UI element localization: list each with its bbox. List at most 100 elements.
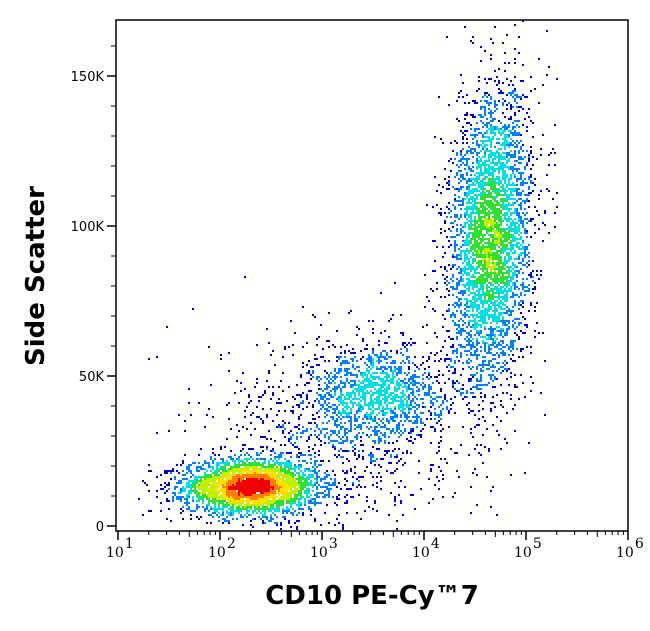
event-dot — [446, 354, 448, 356]
event-dot — [510, 242, 512, 244]
event-dot — [488, 102, 490, 104]
event-dot — [476, 244, 478, 246]
event-dot — [404, 408, 406, 410]
event-dot — [312, 466, 314, 468]
event-dot — [466, 94, 468, 96]
event-dot — [554, 164, 556, 166]
event-dot — [182, 462, 184, 464]
event-dot — [388, 380, 390, 382]
event-dot — [268, 474, 270, 476]
event-dot — [352, 380, 354, 382]
event-dot — [350, 384, 352, 386]
event-dot — [490, 182, 492, 184]
event-dot — [518, 204, 520, 206]
event-dot — [246, 504, 248, 506]
event-dot — [452, 280, 454, 282]
event-dot — [488, 140, 490, 142]
event-dot — [282, 492, 284, 494]
event-dot — [302, 496, 304, 498]
event-dot — [384, 380, 386, 382]
event-dot — [472, 246, 474, 248]
event-dot — [472, 248, 474, 250]
event-dot — [448, 336, 450, 338]
event-dot — [436, 400, 438, 402]
event-dot — [450, 338, 452, 340]
event-dot — [458, 258, 460, 260]
event-dot — [264, 488, 266, 490]
event-dot — [376, 376, 378, 378]
event-dot — [244, 486, 246, 488]
event-dot — [266, 488, 268, 490]
event-dot — [470, 304, 472, 306]
event-dot — [172, 470, 174, 472]
event-dot — [304, 492, 306, 494]
event-dot — [488, 362, 490, 364]
event-dot — [266, 476, 268, 478]
event-dot — [270, 466, 272, 468]
event-dot — [248, 494, 250, 496]
event-dot — [226, 516, 228, 518]
event-dot — [316, 486, 318, 488]
event-dot — [494, 268, 496, 270]
event-dot — [398, 426, 400, 428]
event-dot — [476, 90, 478, 92]
event-dot — [462, 388, 464, 390]
event-dot — [344, 362, 346, 364]
event-dot — [268, 464, 270, 466]
event-dot — [206, 494, 208, 496]
event-dot — [468, 454, 470, 456]
event-dot — [440, 418, 442, 420]
event-dot — [478, 172, 480, 174]
event-dot — [518, 254, 520, 256]
event-dot — [228, 486, 230, 488]
event-dot — [490, 172, 492, 174]
event-dot — [390, 368, 392, 370]
event-dot — [502, 392, 504, 394]
event-dot — [266, 504, 268, 506]
event-dot — [480, 216, 482, 218]
event-dot — [480, 332, 482, 334]
event-dot — [450, 142, 452, 144]
event-dot — [300, 482, 302, 484]
event-dot — [482, 300, 484, 302]
event-dot — [400, 420, 402, 422]
event-dot — [482, 146, 484, 148]
event-dot — [360, 400, 362, 402]
event-dot — [142, 514, 144, 516]
event-dot — [394, 420, 396, 422]
event-dot — [232, 502, 234, 504]
event-dot — [262, 478, 264, 480]
event-dot — [220, 482, 222, 484]
event-dot — [494, 152, 496, 154]
event-dot — [234, 496, 236, 498]
event-dot — [554, 124, 556, 126]
event-dot — [468, 260, 470, 262]
event-dot — [468, 264, 470, 266]
event-dot — [274, 462, 276, 464]
event-dot — [512, 128, 514, 130]
event-dot — [442, 346, 444, 348]
event-dot — [478, 410, 480, 412]
event-dot — [528, 220, 530, 222]
event-dot — [488, 226, 490, 228]
event-dot — [346, 488, 348, 490]
event-dot — [226, 480, 228, 482]
event-dot — [498, 210, 500, 212]
event-dot — [480, 300, 482, 302]
event-dot — [460, 246, 462, 248]
event-dot — [478, 294, 480, 296]
event-dot — [494, 200, 496, 202]
event-dot — [470, 428, 472, 430]
event-dot — [242, 492, 244, 494]
event-dot — [248, 458, 250, 460]
event-dot — [484, 78, 486, 80]
event-dot — [218, 496, 220, 498]
event-dot — [496, 320, 498, 322]
event-dot — [222, 492, 224, 494]
event-dot — [512, 198, 514, 200]
event-dot — [290, 452, 292, 454]
event-dot — [238, 474, 240, 476]
event-dot — [466, 202, 468, 204]
event-dot — [528, 108, 530, 110]
event-dot — [272, 496, 274, 498]
